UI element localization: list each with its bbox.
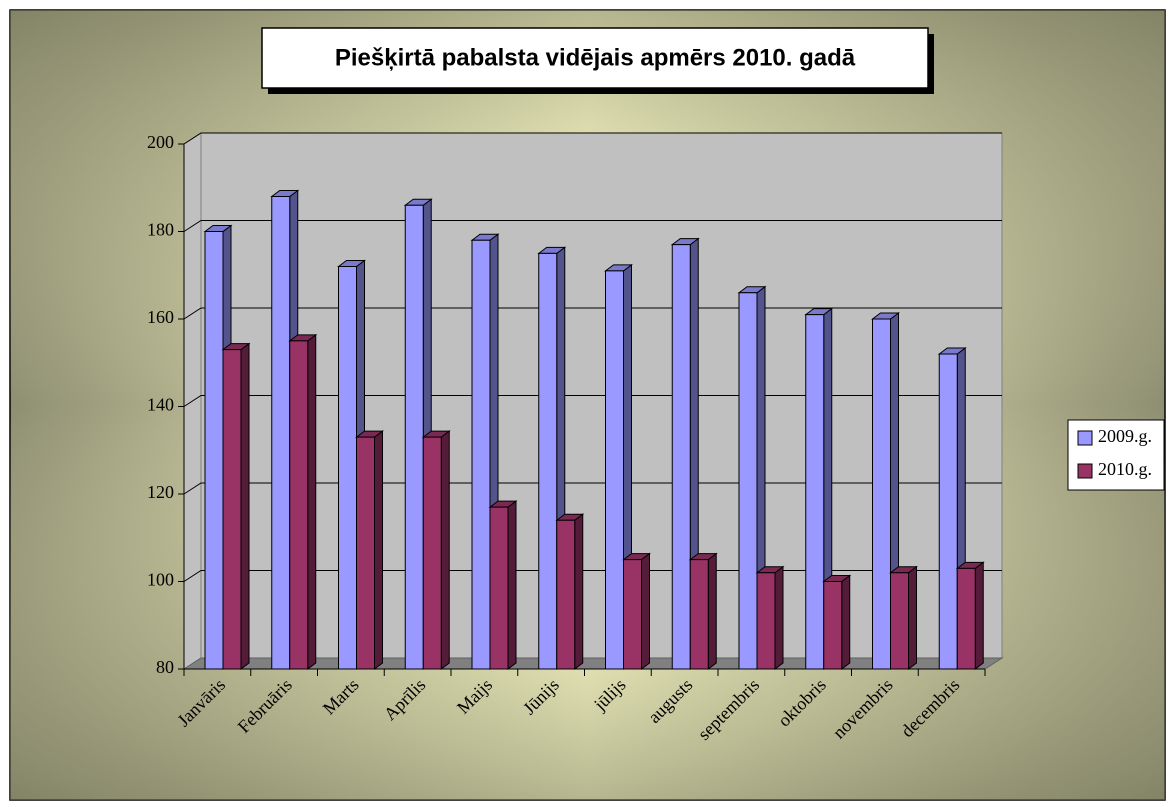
bar (355, 430, 384, 670)
grid-line (183, 220, 1002, 232)
bar (755, 565, 785, 670)
bar-front (689, 559, 709, 670)
bar-side (574, 513, 584, 670)
bar (688, 552, 718, 670)
legend-label: 2009.g. (1098, 426, 1152, 446)
bar-front (289, 340, 309, 670)
bar-front (605, 270, 624, 670)
bar-front (823, 581, 843, 670)
chart-title: Piešķirtā pabalsta vidējais apmērs 2010.… (335, 44, 856, 71)
bar-front (872, 318, 891, 670)
bar (604, 263, 633, 670)
bar-front (422, 436, 442, 670)
bar-side (841, 574, 851, 670)
bar-side (507, 500, 517, 670)
bar-front (805, 314, 825, 670)
bar (288, 333, 318, 670)
y-tick-label: 160 (147, 307, 174, 327)
bar-front (204, 231, 224, 670)
y-tick-label: 120 (147, 482, 174, 502)
bar-front (756, 572, 776, 670)
bar-side (641, 552, 650, 670)
bar-side (307, 333, 317, 670)
bar-front (404, 204, 424, 670)
bar (555, 513, 585, 670)
y-tick-label: 80 (156, 657, 174, 677)
y-tick-label: 200 (147, 132, 174, 152)
bar-side (374, 430, 383, 670)
bar-front (738, 292, 758, 670)
legend-swatch (1077, 430, 1093, 446)
bar-front (356, 436, 375, 670)
bar (421, 430, 451, 670)
legend-swatch (1077, 463, 1093, 479)
bar-front (538, 252, 558, 670)
bar-side (440, 430, 450, 670)
bar-side (974, 561, 984, 670)
bar (221, 342, 251, 670)
bar-front (338, 266, 357, 670)
grid-line (183, 395, 1002, 407)
bar-front (222, 349, 242, 670)
bar (955, 561, 985, 670)
bar (488, 500, 518, 670)
grid-line (183, 482, 1002, 495)
bar (622, 552, 651, 670)
bar-front (956, 567, 976, 670)
bar-front (489, 506, 509, 670)
bar-front (890, 572, 909, 670)
grid-line (183, 570, 1002, 582)
bar-front (623, 559, 642, 670)
title-box (261, 27, 929, 89)
y-tick-label: 100 (147, 570, 174, 590)
bar-front (938, 353, 958, 670)
bar-front (671, 244, 691, 670)
bar (889, 565, 918, 670)
bar (822, 574, 852, 670)
grid-line (183, 307, 1002, 320)
bar-front (556, 519, 576, 670)
y-tick-label: 180 (147, 220, 174, 240)
bar-side (707, 552, 717, 670)
bar-side (908, 565, 917, 670)
grid-line (183, 132, 1002, 145)
bar-side (240, 342, 250, 670)
bar-front (271, 196, 291, 670)
legend-label: 2010.g. (1098, 459, 1152, 479)
bar-front (471, 239, 491, 670)
y-tick-label: 140 (147, 395, 174, 415)
bar-side (774, 565, 784, 670)
